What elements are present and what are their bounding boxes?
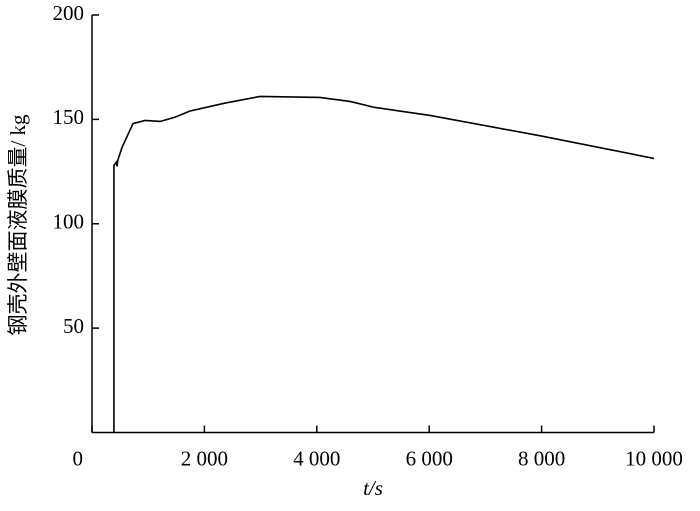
- y-axis-label: 钢壳外壁面液膜质量/ kg: [6, 114, 30, 336]
- x-tick-label: 4 000: [293, 446, 340, 470]
- x-tick-label: 6 000: [406, 446, 453, 470]
- data-line: [113, 95, 655, 433]
- y-tick-label: 100: [53, 210, 85, 234]
- x-tick-label: 10 000: [625, 446, 683, 470]
- x-axis-label: t/s: [363, 476, 383, 500]
- x-tick-label: 2 000: [181, 446, 228, 470]
- x-tick-label: 8 000: [518, 446, 565, 470]
- y-tick-label: 200: [53, 1, 85, 25]
- x-tick-label: 0: [73, 446, 84, 470]
- y-tick-label: 150: [53, 105, 85, 129]
- y-tick-label: 50: [63, 314, 84, 338]
